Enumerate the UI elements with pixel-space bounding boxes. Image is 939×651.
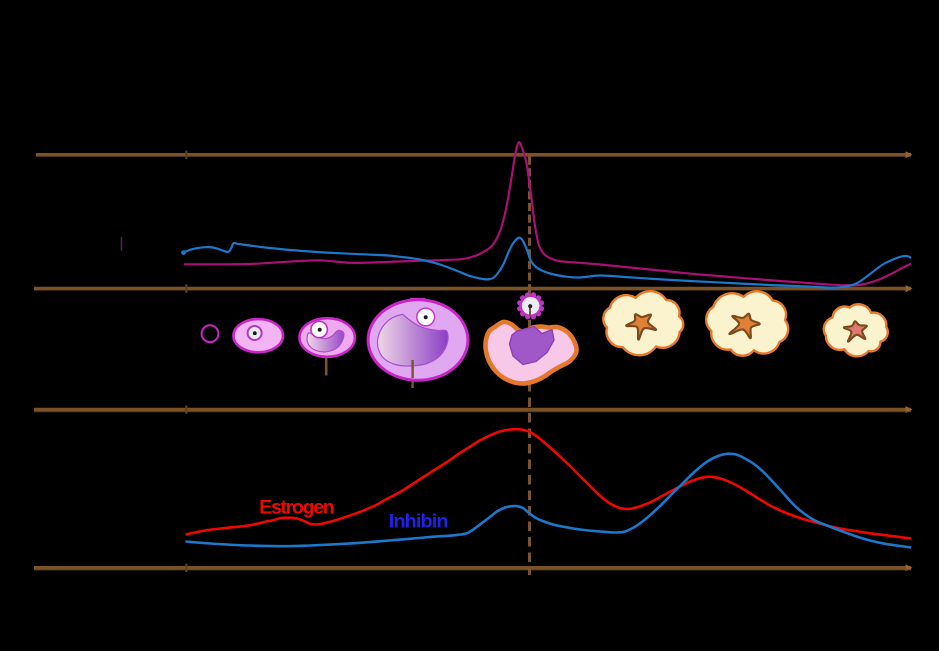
svg-text:Estrogen: Estrogen <box>259 497 334 519</box>
svg-text:Inhibin: Inhibin <box>389 511 448 533</box>
